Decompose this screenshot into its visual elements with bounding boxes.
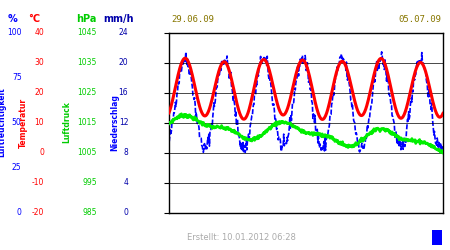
Text: 75: 75 xyxy=(12,73,22,82)
Text: 20: 20 xyxy=(119,58,128,67)
Text: °C: °C xyxy=(28,14,40,24)
Text: 30: 30 xyxy=(34,58,44,67)
Text: 12: 12 xyxy=(119,118,128,127)
Text: 29.06.09: 29.06.09 xyxy=(171,15,214,24)
Text: 995: 995 xyxy=(82,178,97,187)
Text: 05.07.09: 05.07.09 xyxy=(398,15,441,24)
Text: 25: 25 xyxy=(12,163,22,172)
Text: -20: -20 xyxy=(32,208,44,217)
Text: 10: 10 xyxy=(35,118,44,127)
Text: 0: 0 xyxy=(17,208,22,217)
Text: hPa: hPa xyxy=(76,14,97,24)
Text: 985: 985 xyxy=(82,208,97,217)
Text: Temperatur: Temperatur xyxy=(19,98,28,148)
Text: %: % xyxy=(8,14,18,24)
Text: 1045: 1045 xyxy=(77,28,97,37)
Text: 24: 24 xyxy=(119,28,128,37)
Text: 20: 20 xyxy=(35,88,44,97)
Text: Luftfeuchtigkeit: Luftfeuchtigkeit xyxy=(0,88,7,158)
Text: 1025: 1025 xyxy=(77,88,97,97)
Text: Niederschlag: Niederschlag xyxy=(110,94,119,151)
Text: 8: 8 xyxy=(123,148,128,157)
Text: 4: 4 xyxy=(123,178,128,187)
Text: -10: -10 xyxy=(32,178,44,187)
Text: 16: 16 xyxy=(119,88,128,97)
Text: 1015: 1015 xyxy=(77,118,97,127)
Text: 1035: 1035 xyxy=(77,58,97,67)
Text: Erstellt: 10.01.2012 06:28: Erstellt: 10.01.2012 06:28 xyxy=(187,234,296,242)
Text: 100: 100 xyxy=(7,28,22,37)
Text: mm/h: mm/h xyxy=(104,14,134,24)
Text: 50: 50 xyxy=(12,118,22,127)
Text: 40: 40 xyxy=(34,28,44,37)
Text: 0: 0 xyxy=(123,208,128,217)
Text: Luftdruck: Luftdruck xyxy=(62,102,71,143)
Text: 1005: 1005 xyxy=(77,148,97,157)
Text: 0: 0 xyxy=(39,148,44,157)
